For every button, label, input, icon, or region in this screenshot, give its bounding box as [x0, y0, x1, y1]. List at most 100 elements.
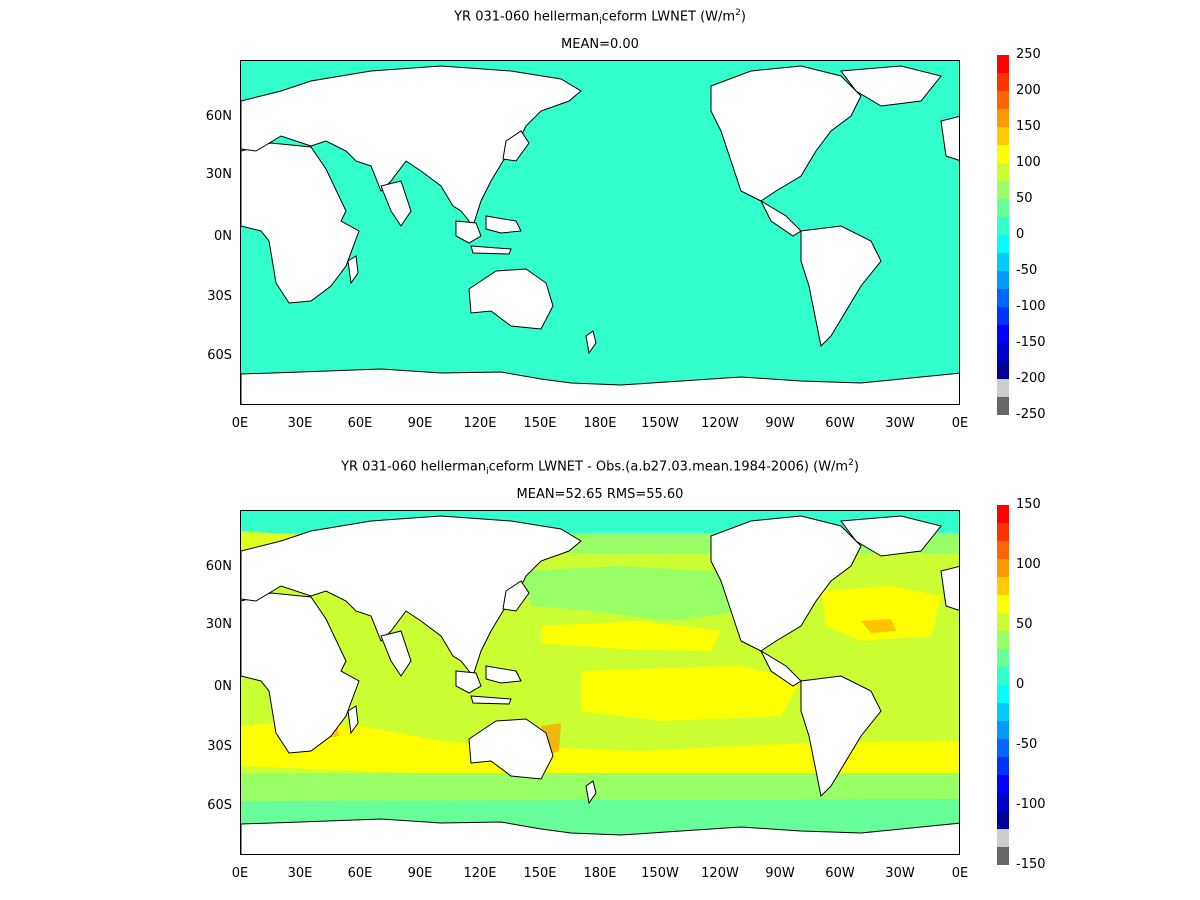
panel2-subtitle: MEAN=52.65 RMS=55.60: [516, 487, 684, 502]
panel1-colorbar-label: 250: [1016, 47, 1041, 62]
panel1-map: [240, 60, 960, 405]
panel2-xtick: 60E: [347, 866, 373, 881]
panel1-ytick: 60S: [207, 348, 232, 363]
panel1-title-sub: i: [599, 16, 602, 27]
panel1-xtick: 0E: [951, 416, 969, 431]
panel2-colorbar-label: 0: [1016, 677, 1025, 692]
panel2-xtick: 30E: [287, 866, 313, 881]
panel2-colorbar-label: 150: [1016, 497, 1041, 512]
panel2-colorbar-segment: [997, 775, 1009, 793]
panel1-colorbar-segment: [997, 91, 1009, 109]
panel1-xtick: 120E: [463, 416, 497, 431]
panel1-colorbar-segment: [997, 73, 1009, 91]
panel1-colorbar-label: 150: [1016, 119, 1041, 134]
panel1-title: YR 031-060 hellermaniceform LWNET (W/m2): [240, 8, 960, 27]
panel2-map-svg: [241, 511, 959, 854]
panel1-colorbar-segment: [997, 163, 1009, 181]
panel2-xtick: 60W: [825, 866, 855, 881]
panel2-colorbar-segment: [997, 721, 1009, 739]
panel2-title-sub: i: [486, 466, 489, 477]
panel2-xtick: 120W: [701, 866, 739, 881]
panel1-colorbar-segment: [997, 253, 1009, 271]
panel2-ytick: 60N: [205, 559, 232, 574]
panel1-colorbar-segment: [997, 127, 1009, 145]
panel2-ytick: 0N: [214, 679, 232, 694]
panel1-colorbar-label: 50: [1016, 191, 1033, 206]
panel2-title-text2: ceform LWNET - Obs.(a.b27.03.mean.1984-2…: [488, 459, 849, 475]
panel1-colorbar-segment: [997, 397, 1009, 415]
panel2-colorbar-segment: [997, 541, 1009, 559]
panel1-colorbar-segment: [997, 325, 1009, 343]
panel1-colorbar-segment: [997, 109, 1009, 127]
panel1-colorbar-label: 100: [1016, 155, 1041, 170]
panel1-title-sup: 2: [735, 8, 741, 18]
panel1-colorbar-segment: [997, 289, 1009, 307]
panel1-ytick: 30S: [207, 289, 232, 304]
panel1-colorbar-label: 0: [1016, 227, 1025, 242]
panel1-xtick: 0E: [231, 416, 249, 431]
panel2-title-text: YR 031-060 hellerman: [341, 459, 487, 475]
panel1-xtick: 90E: [407, 416, 433, 431]
panel1-map-svg: [241, 65, 959, 404]
panel2-xtick: 90W: [765, 866, 795, 881]
panel1-xtick: 120W: [701, 416, 739, 431]
panel2-colorbar-segment: [997, 505, 1009, 523]
panel2-xtick: 120E: [463, 866, 497, 881]
panel2-colorbar-label: 100: [1016, 557, 1041, 572]
panel1-xtick: 180E: [583, 416, 617, 431]
panel1-colorbar-segment: [997, 379, 1009, 397]
panel1-xtick: 60E: [347, 416, 373, 431]
panel1-colorbar-segment: [997, 343, 1009, 361]
panel2-colorbar-segment: [997, 595, 1009, 613]
panel2-xtick: 30W: [885, 866, 915, 881]
panel2-colorbar-segment: [997, 631, 1009, 649]
panel2-colorbar-label: 50: [1016, 617, 1033, 632]
panel2-colorbar-segment: [997, 577, 1009, 595]
panel2-xtick: 180E: [583, 866, 617, 881]
panel2-colorbar-segment: [997, 649, 1009, 667]
panel1-colorbar-label: -150: [1016, 335, 1046, 350]
panel2-xtick: 150E: [523, 866, 557, 881]
panel1-colorbar-segment: [997, 55, 1009, 73]
panel2-title-sup: 2: [848, 458, 854, 468]
panel1-colorbar-label: -250: [1016, 407, 1046, 422]
panel2-ytick: 60S: [207, 798, 232, 813]
panel2-land: [241, 515, 959, 854]
panel2-colorbar-label: -150: [1016, 857, 1046, 872]
panel2-colorbar-segment: [997, 613, 1009, 631]
panel1-xtick: 60W: [825, 416, 855, 431]
panel2-ytick: 30N: [205, 617, 232, 632]
panel1-title-end: ): [740, 9, 746, 25]
panel1-colorbar-segment: [997, 145, 1009, 163]
panel1-colorbar-label: -200: [1016, 371, 1046, 386]
panel1-title-text: YR 031-060 hellerman: [454, 9, 600, 25]
panel2-colorbar-segment: [997, 667, 1009, 685]
panel1-colorbar-segment: [997, 199, 1009, 217]
panel1-colorbar-segment: [997, 181, 1009, 199]
panel1-subtitle: MEAN=0.00: [561, 37, 639, 52]
panel1-ytick: 30N: [205, 167, 232, 182]
panel2-ytick: 30S: [207, 739, 232, 754]
panel2-map: [240, 510, 960, 855]
panel1-xtick: 150W: [641, 416, 679, 431]
panel2-xtick: 90E: [407, 866, 433, 881]
panel2-colorbar-segment: [997, 847, 1009, 865]
panel2-title-end: ): [853, 459, 859, 475]
panel1-colorbar-segment: [997, 217, 1009, 235]
panel1-xtick: 90W: [765, 416, 795, 431]
panel1-colorbar-label: -50: [1016, 263, 1038, 278]
panel1-ytick: 60N: [205, 109, 232, 124]
panel1-colorbar-segment: [997, 235, 1009, 253]
panel1-xtick: 30W: [885, 416, 915, 431]
panel2-colorbar-segment: [997, 829, 1009, 847]
panel1-ytick: 0N: [214, 229, 232, 244]
panel1-colorbar-label: 200: [1016, 83, 1041, 98]
panel1-colorbar-segment: [997, 271, 1009, 289]
panel2-colorbar-segment: [997, 739, 1009, 757]
panel2-colorbar-label: -100: [1016, 797, 1046, 812]
panel2-colorbar-segment: [997, 559, 1009, 577]
panel2-colorbar-segment: [997, 523, 1009, 541]
panel2-colorbar: [997, 505, 1009, 865]
panel2-colorbar-segment: [997, 685, 1009, 703]
panel1-colorbar: [997, 55, 1009, 415]
